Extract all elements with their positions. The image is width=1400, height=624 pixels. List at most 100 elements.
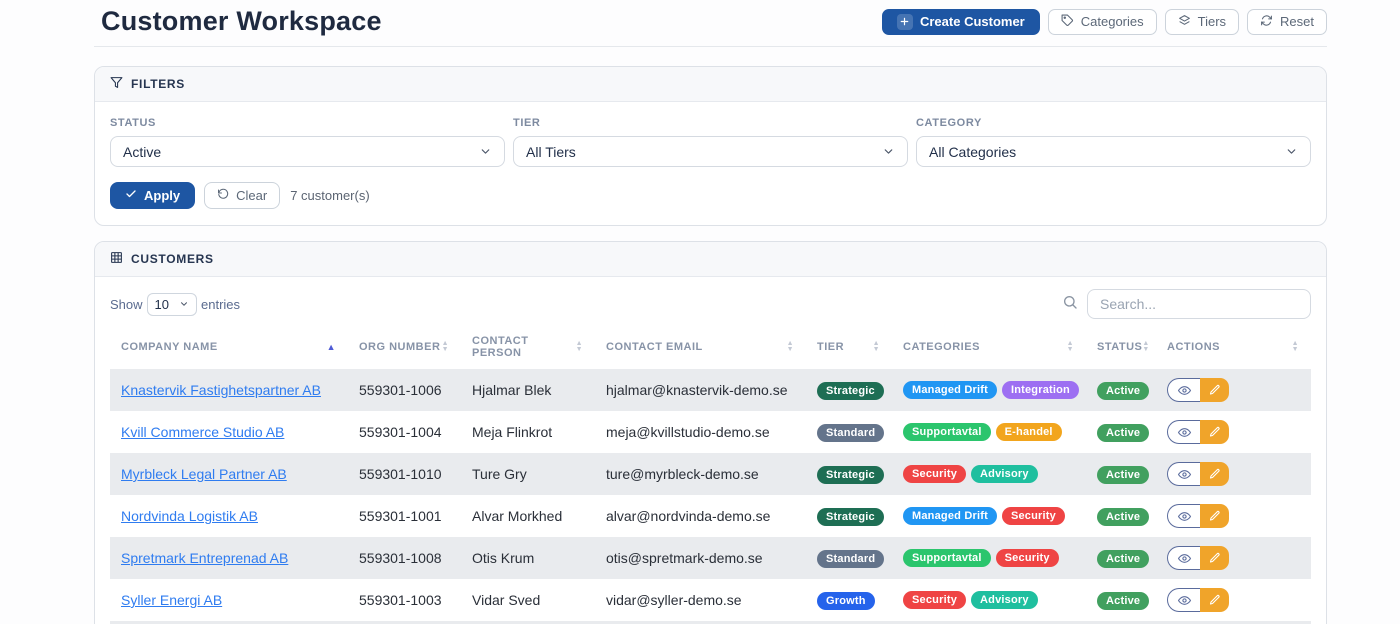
table-icon	[110, 251, 123, 267]
status-badge: Active	[1097, 550, 1149, 568]
categories-cell: SupportavtalSecurity	[892, 549, 1086, 567]
company-link[interactable]: Syller Energi AB	[121, 592, 222, 608]
tier-badge: Strategic	[817, 382, 884, 400]
filter-field-label: CATEGORY	[916, 117, 1311, 129]
company-link[interactable]: Nordvinda Logistik AB	[121, 508, 258, 524]
tier-badge: Standard	[817, 550, 884, 568]
view-button[interactable]	[1167, 420, 1200, 444]
sort-icon: ▲▼	[1292, 341, 1299, 353]
filter-field: CATEGORY All Categories	[916, 117, 1311, 167]
company-link[interactable]: Knastervik Fastighetspartner AB	[121, 382, 321, 398]
customer-count: 7 customer(s)	[290, 188, 369, 203]
category-badge: Integration	[1002, 381, 1079, 399]
category-badge: Advisory	[971, 465, 1038, 483]
show-label: Show	[110, 297, 143, 312]
category-badge: Supportavtal	[903, 423, 991, 441]
contact-email-cell: ture@myrbleck-demo.se	[595, 466, 806, 482]
view-button[interactable]	[1167, 462, 1200, 486]
row-actions	[1167, 462, 1229, 486]
column-header[interactable]: CATEGORIES ▲▼	[892, 331, 1086, 363]
category-badge: Managed Drift	[903, 507, 997, 525]
sort-icon: ▲▼	[442, 341, 449, 353]
reset-button[interactable]: Reset	[1247, 9, 1327, 35]
undo-icon	[217, 188, 229, 203]
column-header[interactable]: CONTACT PERSON ▲▼	[461, 325, 595, 369]
filter-field: STATUS Active	[110, 117, 505, 167]
edit-button[interactable]	[1200, 546, 1229, 570]
tier-badge: Standard	[817, 424, 884, 442]
filter-field-label: TIER	[513, 117, 908, 129]
customers-panel: CUSTOMERS Show 10 entries	[94, 241, 1327, 624]
org-number-cell: 559301-1001	[348, 508, 461, 524]
contact-email-cell: alvar@nordvinda-demo.se	[595, 508, 806, 524]
table-row: Spretmark Entreprenad AB 559301-1008 Oti…	[110, 537, 1311, 579]
company-link[interactable]: Spretmark Entreprenad AB	[121, 550, 288, 566]
pencil-icon	[1209, 468, 1221, 480]
pencil-icon	[1209, 384, 1221, 396]
eye-icon	[1177, 594, 1192, 607]
row-actions	[1167, 378, 1229, 402]
table-row: Nordvinda Logistik AB 559301-1001 Alvar …	[110, 495, 1311, 537]
edit-button[interactable]	[1200, 420, 1229, 444]
category-badge: E-handel	[996, 423, 1062, 441]
table-row: Knastervik Fastighetspartner AB 559301-1…	[110, 369, 1311, 411]
category-badge: Security	[903, 591, 966, 609]
entries-select[interactable]: 10	[147, 293, 197, 316]
row-actions	[1167, 504, 1229, 528]
table-row: Kvill Commerce Studio AB 559301-1004 Mej…	[110, 411, 1311, 453]
column-header[interactable]: ORG NUMBER ▲▼	[348, 331, 461, 363]
contact-person-cell: Vidar Sved	[461, 592, 595, 608]
refresh-icon	[1260, 14, 1273, 30]
edit-button[interactable]	[1200, 462, 1229, 486]
search-input[interactable]	[1087, 289, 1311, 319]
categories-cell: SecurityAdvisory	[892, 591, 1086, 609]
org-number-cell: 559301-1003	[348, 592, 461, 608]
view-button[interactable]	[1167, 546, 1200, 570]
view-button[interactable]	[1167, 504, 1200, 528]
edit-button[interactable]	[1200, 504, 1229, 528]
sort-icon: ▲▼	[1142, 341, 1149, 353]
edit-button[interactable]	[1200, 378, 1229, 402]
table-row: Myrbleck Legal Partner AB 559301-1010 Tu…	[110, 453, 1311, 495]
column-header[interactable]: ACTIONS ▲▼	[1156, 331, 1311, 363]
funnel-icon	[110, 76, 123, 92]
categories-button[interactable]: Categories	[1048, 9, 1157, 35]
contact-person-cell: Ture Gry	[461, 466, 595, 482]
categories-cell: Managed DriftIntegration	[892, 381, 1086, 399]
tag-icon	[1061, 14, 1074, 30]
status-badge: Active	[1097, 382, 1149, 400]
status-badge: Active	[1097, 592, 1149, 610]
edit-button[interactable]	[1200, 588, 1229, 612]
clear-button[interactable]: Clear	[204, 182, 280, 209]
sort-icon: ▲	[327, 343, 336, 352]
column-header[interactable]: TIER ▲▼	[806, 331, 892, 363]
create-customer-button[interactable]: Create Customer	[882, 9, 1040, 35]
filter-fields: STATUS Active TIER All Tiers CATEGORY Al…	[110, 117, 1311, 167]
company-link[interactable]: Myrbleck Legal Partner AB	[121, 466, 287, 482]
customers-panel-header: CUSTOMERS	[95, 242, 1326, 277]
contact-person-cell: Alvar Morkhed	[461, 508, 595, 524]
contact-email-cell: otis@spretmark-demo.se	[595, 550, 806, 566]
org-number-cell: 559301-1008	[348, 550, 461, 566]
tier-badge: Strategic	[817, 508, 884, 526]
toolbar: Create Customer Categories Tiers Reset	[882, 9, 1327, 35]
contact-email-cell: vidar@syller-demo.se	[595, 592, 806, 608]
category-badge: Security	[903, 465, 966, 483]
filter-select[interactable]: All Tiers	[513, 136, 908, 167]
view-button[interactable]	[1167, 588, 1200, 612]
column-header[interactable]: COMPANY NAME ▲	[110, 331, 348, 363]
layers-icon	[1178, 14, 1191, 30]
apply-button[interactable]: Apply	[110, 182, 195, 209]
filter-select[interactable]: All Categories	[916, 136, 1311, 167]
tiers-button[interactable]: Tiers	[1165, 9, 1239, 35]
tier-badge: Strategic	[817, 466, 884, 484]
column-header[interactable]: CONTACT EMAIL ▲▼	[595, 331, 806, 363]
sort-icon: ▲▼	[576, 341, 583, 353]
view-button[interactable]	[1167, 378, 1200, 402]
company-link[interactable]: Kvill Commerce Studio AB	[121, 424, 284, 440]
categories-cell: Supportavtal E-handel	[892, 423, 1086, 441]
sort-icon: ▲▼	[787, 341, 794, 353]
filter-select[interactable]: Active	[110, 136, 505, 167]
eye-icon	[1177, 510, 1192, 523]
column-header[interactable]: STATUS ▲▼	[1086, 331, 1156, 363]
